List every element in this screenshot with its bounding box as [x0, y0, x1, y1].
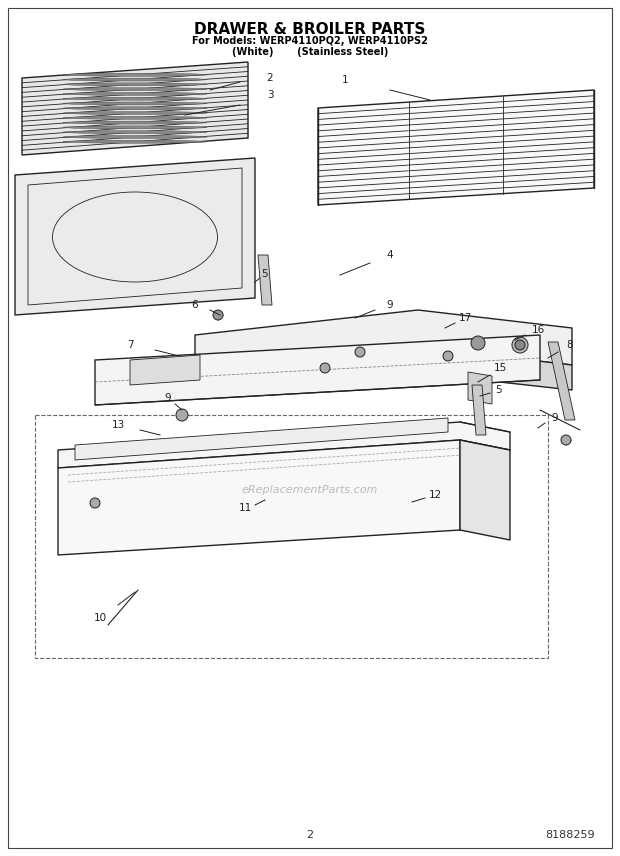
Text: 5: 5: [262, 269, 268, 279]
Text: 5: 5: [495, 385, 502, 395]
Polygon shape: [258, 255, 272, 305]
Circle shape: [320, 363, 330, 373]
Text: 9: 9: [552, 413, 559, 423]
Ellipse shape: [63, 126, 207, 129]
Circle shape: [512, 337, 528, 353]
Polygon shape: [548, 342, 575, 420]
Polygon shape: [15, 158, 255, 315]
Text: 16: 16: [531, 325, 544, 335]
Text: 8188259: 8188259: [546, 830, 595, 840]
Circle shape: [443, 351, 453, 361]
Circle shape: [561, 435, 571, 445]
Circle shape: [90, 498, 100, 508]
Text: DRAWER & BROILER PARTS: DRAWER & BROILER PARTS: [194, 22, 426, 37]
Text: 7: 7: [126, 340, 133, 350]
Polygon shape: [22, 62, 248, 155]
Ellipse shape: [63, 140, 207, 143]
Polygon shape: [58, 422, 510, 468]
Circle shape: [213, 310, 223, 320]
Ellipse shape: [63, 102, 207, 105]
Polygon shape: [318, 90, 594, 205]
Ellipse shape: [63, 135, 207, 139]
Text: For Models: WERP4110PQ2, WERP4110PS2: For Models: WERP4110PQ2, WERP4110PS2: [192, 36, 428, 46]
Text: 9: 9: [387, 300, 393, 310]
Text: 8: 8: [567, 340, 574, 350]
Polygon shape: [130, 355, 200, 385]
Text: 15: 15: [494, 363, 507, 373]
Circle shape: [355, 347, 365, 357]
Circle shape: [515, 340, 525, 350]
Ellipse shape: [63, 116, 207, 119]
Text: eReplacementParts.com: eReplacementParts.com: [242, 485, 378, 495]
Polygon shape: [195, 347, 418, 398]
Ellipse shape: [63, 98, 207, 100]
Circle shape: [176, 409, 188, 421]
Ellipse shape: [63, 121, 207, 124]
Text: 1: 1: [342, 75, 348, 85]
Text: 11: 11: [238, 503, 252, 513]
Polygon shape: [418, 347, 572, 390]
Ellipse shape: [63, 111, 207, 115]
Text: 2: 2: [267, 73, 273, 83]
Ellipse shape: [63, 83, 207, 86]
Polygon shape: [195, 310, 572, 372]
Polygon shape: [472, 385, 486, 435]
Polygon shape: [460, 440, 510, 540]
Text: 3: 3: [267, 90, 273, 100]
Text: 6: 6: [192, 300, 198, 310]
Polygon shape: [95, 335, 540, 405]
Ellipse shape: [63, 131, 207, 134]
Ellipse shape: [63, 92, 207, 95]
Text: 13: 13: [112, 420, 125, 430]
Polygon shape: [75, 418, 448, 460]
Text: (White)       (Stainless Steel): (White) (Stainless Steel): [232, 47, 388, 57]
Ellipse shape: [63, 107, 207, 110]
Ellipse shape: [63, 74, 207, 76]
Polygon shape: [58, 440, 460, 555]
Ellipse shape: [63, 78, 207, 81]
Ellipse shape: [63, 87, 207, 91]
Text: 10: 10: [94, 613, 107, 623]
Text: 9: 9: [165, 393, 171, 403]
Text: 2: 2: [306, 830, 314, 840]
Text: 12: 12: [428, 490, 441, 500]
Text: 17: 17: [458, 313, 472, 323]
Circle shape: [471, 336, 485, 350]
Polygon shape: [468, 372, 492, 404]
Text: 4: 4: [387, 250, 393, 260]
